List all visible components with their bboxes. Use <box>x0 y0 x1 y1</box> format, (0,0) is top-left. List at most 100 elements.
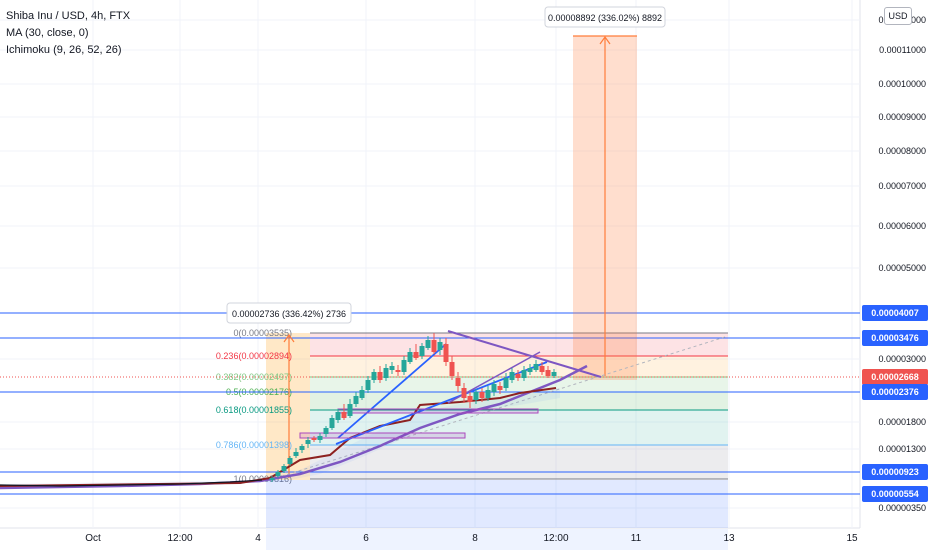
candle-body <box>467 396 473 402</box>
candle-body <box>317 436 323 440</box>
candle-body <box>545 370 551 376</box>
consolidation-box <box>337 408 539 414</box>
time-tick-label: 8 <box>472 533 478 544</box>
fib-level-label: 0.236(0.00002894) <box>216 351 292 361</box>
candle-body <box>479 392 485 398</box>
candle-body <box>365 380 371 390</box>
price-tick-label: 0.00003000 <box>878 354 926 364</box>
candle-body <box>347 404 353 416</box>
fib-zone <box>310 377 728 392</box>
price-tick-label: 0.00005000 <box>878 263 926 273</box>
target-arrow-head <box>599 35 611 45</box>
candle-body <box>383 368 389 378</box>
candle-body <box>515 374 521 378</box>
candle-body <box>419 346 425 356</box>
currency-button[interactable]: USD <box>884 7 912 25</box>
candle-body <box>413 352 419 358</box>
candle-body <box>359 390 365 398</box>
fib-level-label: 0.618(0.00001855) <box>216 405 292 415</box>
projection-dashed-line <box>269 335 729 481</box>
candle-body <box>533 364 539 370</box>
candle-body <box>275 472 281 476</box>
price-highlight-label: 0.00002668 <box>871 372 919 382</box>
price-line-pre <box>0 479 263 487</box>
candle-body <box>491 384 497 392</box>
candle-body <box>299 446 305 450</box>
time-range-highlight <box>266 529 728 550</box>
price-tick-label: 0.00007000 <box>878 181 926 191</box>
price-highlight-box <box>862 384 928 400</box>
fib-zone <box>310 445 728 479</box>
steep-trendline <box>337 343 447 439</box>
price-highlight-box <box>862 330 928 346</box>
ma-indicator-label[interactable]: MA (30, close, 0) <box>6 27 89 39</box>
measure-arrow-head <box>283 333 295 343</box>
chart-legend: Shiba Inu / USD, 4h, FTX MA (30, close, … <box>6 8 130 59</box>
price-tick-label: 0.00011000 <box>879 45 926 55</box>
candle-body <box>461 388 467 398</box>
time-tick-label: 15 <box>846 533 858 544</box>
price-tick-label: 0.00010000 <box>878 79 926 89</box>
price-axis <box>860 0 932 550</box>
symbol-title[interactable]: Shiba Inu / USD, 4h, FTX <box>6 10 131 22</box>
consolidation-box <box>299 432 466 439</box>
candle-body <box>323 428 329 434</box>
candle-body <box>443 344 449 362</box>
fib-level-label: 0.382(0.00002497) <box>216 372 292 382</box>
candle-body <box>485 390 491 398</box>
candle-body <box>287 458 293 464</box>
candle-body <box>269 478 275 480</box>
measure-tooltip-box <box>544 6 666 28</box>
candle-body <box>497 386 503 390</box>
price-tick-label: 0.00006000 <box>878 221 926 231</box>
candle-body <box>521 370 527 378</box>
fib-level-label: 0(0.00003535) <box>233 328 292 338</box>
price-highlight-box <box>862 369 928 385</box>
fib-zone <box>310 333 728 356</box>
candle-body <box>539 366 545 372</box>
time-tick-label: 4 <box>255 533 261 544</box>
candle-body <box>395 370 401 372</box>
candle-body <box>407 352 413 362</box>
time-tick-label: 6 <box>363 533 369 544</box>
time-tick-label: 13 <box>723 533 735 544</box>
price-highlight-label: 0.00004007 <box>871 308 919 318</box>
time-tick-label: 11 <box>631 533 642 544</box>
time-tick-label: 12:00 <box>543 533 568 544</box>
price-tick-label: 0.00009000 <box>878 112 926 122</box>
price-tick-label: 0.00001800 <box>878 417 926 427</box>
candle-body <box>389 366 395 370</box>
candle-body <box>401 360 407 372</box>
time-tick-label: Oct <box>85 533 101 544</box>
price-highlight-label: 0.00000554 <box>871 489 919 499</box>
candle-body <box>455 378 461 386</box>
fib-zone <box>310 392 728 410</box>
candle-body <box>425 340 431 348</box>
candle-body <box>527 368 533 372</box>
candle-body <box>509 372 515 380</box>
fib-level-label: 0.786(0.00001398) <box>216 440 292 450</box>
ichimoku-indicator-label[interactable]: Ichimoku (9, 26, 52, 26) <box>6 44 122 56</box>
time-tick-label: 12:00 <box>167 533 192 544</box>
price-highlight-label: 0.00000923 <box>871 467 919 477</box>
price-highlight-box <box>862 464 928 480</box>
price-tick-label: 0.00008000 <box>878 146 926 156</box>
candle-body <box>551 372 557 376</box>
candle-body <box>335 412 341 420</box>
measure-tooltip-label: 0.00008892 (336.02%) 8892 <box>548 13 662 23</box>
candle-body <box>449 362 455 376</box>
measure-tooltip-box <box>226 302 352 324</box>
candle-body <box>305 440 311 444</box>
resistance-trendline <box>447 330 602 378</box>
candle-body <box>377 372 383 380</box>
candle-body <box>293 452 299 456</box>
candle-body <box>437 342 443 350</box>
measure-tooltip-label: 0.00002736 (336.42%) 2736 <box>232 309 346 319</box>
price-highlight-label: 0.00002376 <box>871 387 919 397</box>
candle-body <box>341 412 347 418</box>
candle-body <box>371 372 377 380</box>
candle-body <box>473 392 479 400</box>
candle-body <box>431 340 437 352</box>
